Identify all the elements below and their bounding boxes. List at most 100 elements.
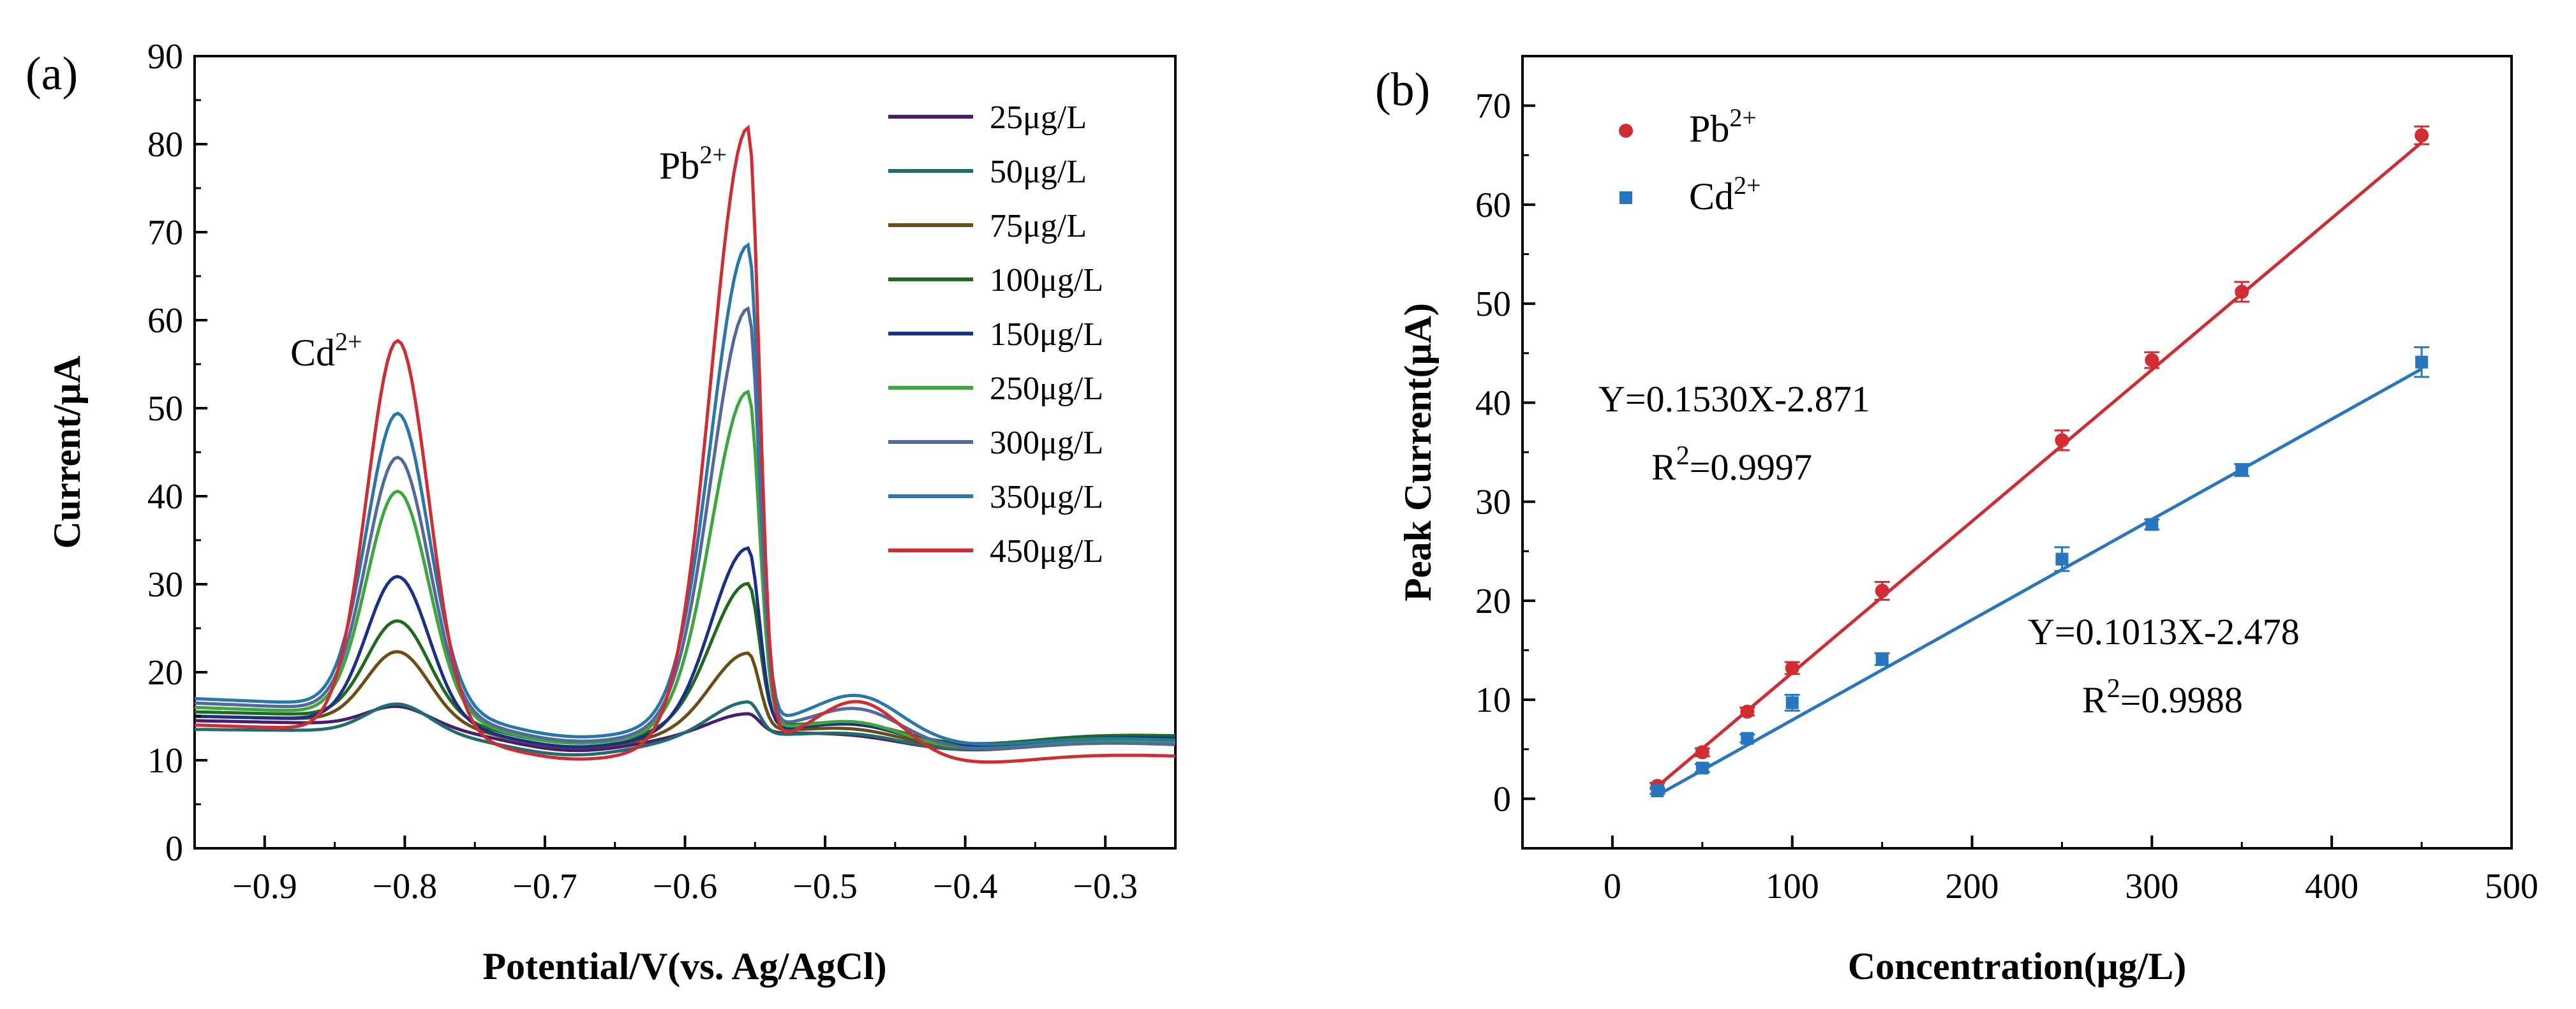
- fit-line-Cd: [1657, 367, 2423, 797]
- legend-label: 25μg/L: [990, 99, 1087, 136]
- cd-peak-annotation-sup: 2+: [335, 327, 362, 356]
- panel-a-legend: 25μg/L 50μg/L 75μg/L 100μg/L 150μg/L 250μg/L 3…: [888, 99, 1103, 570]
- a-y-tick-label: 30: [147, 565, 183, 605]
- point-Cd: [2055, 552, 2069, 566]
- pb-peak-annotation-sup: 2+: [699, 140, 727, 169]
- point-Cd: [1651, 784, 1664, 797]
- curve-450μg/L: [194, 124, 1176, 764]
- fit-line-Pb: [1656, 141, 2423, 788]
- point-Pb: [1740, 704, 1755, 719]
- panel-a-curves: [194, 124, 1176, 764]
- a-y-tick-label: 50: [147, 389, 183, 429]
- panel-b-points: [1649, 125, 2430, 797]
- cd-fit-r-squared: R2=0.9988: [2082, 674, 2243, 721]
- b-x-tick-label: 0: [1604, 867, 1621, 906]
- panel-b-fit-lines: [1656, 141, 2423, 797]
- point-Cd: [1741, 732, 1754, 745]
- legend-label: 50μg/L: [990, 154, 1087, 190]
- point-Pb: [2235, 284, 2249, 299]
- a-x-tick-label: −0.7: [512, 867, 577, 906]
- cd-peak-annotation-text: Cd: [290, 332, 335, 374]
- b-y-tick-label: 20: [1475, 582, 1511, 621]
- b-y-tick-label: 50: [1475, 284, 1511, 324]
- cd-fit-r-label: R: [2082, 679, 2107, 721]
- point-Cd: [1785, 696, 1799, 709]
- point-Pb: [2145, 353, 2159, 367]
- panel-b-x-ticks: 0 100 200 300 400 500: [1521, 836, 2538, 906]
- panel-b-x-axis-title: Concentration(μg/L): [1848, 945, 2187, 987]
- a-x-tick-label: −0.8: [373, 867, 438, 906]
- panel-a-y-axis-title: Current/μA: [46, 356, 88, 549]
- panel-a-x-ticks: −0.9 −0.8 −0.7 −0.6 −0.5 −0.4 −0.3: [193, 836, 1177, 906]
- curve-300μg/L: [194, 306, 1176, 751]
- pb-fit-equation: Y=0.1530X-2.871: [1598, 378, 1870, 420]
- b-x-tick-label: 300: [2125, 867, 2178, 906]
- cd-fit-r-sup: 2: [2107, 674, 2120, 703]
- panel-b-y-axis-title: Peak Current(μA): [1397, 303, 1439, 601]
- panel-b: (b) 0 100 200 300 400 500 0 10 20 30 40 50 60 70 Con…: [1375, 55, 2538, 987]
- pb-fit-r-sup: 2: [1676, 441, 1690, 471]
- b-y-tick-label: 30: [1475, 483, 1511, 522]
- legend-label: 300μg/L: [990, 425, 1103, 461]
- legend-label: 250μg/L: [990, 371, 1103, 407]
- b-y-tick-label: 0: [1493, 779, 1511, 819]
- panel-a-label: (a): [26, 48, 78, 100]
- legend-entry-pb: Pb2+: [1689, 103, 1757, 150]
- a-x-tick-label: −0.4: [933, 867, 998, 906]
- legend-entry-cd: Cd2+: [1689, 171, 1761, 217]
- pb-peak-annotation: Pb2+: [659, 140, 727, 187]
- pb-peak-annotation-text: Pb: [659, 145, 699, 187]
- point-Pb: [1875, 584, 1889, 598]
- point-Cd: [1695, 762, 1709, 775]
- pb-fit-r-value: =0.9997: [1690, 446, 1812, 488]
- point-Pb: [1785, 661, 1799, 675]
- legend-label: 100μg/L: [990, 262, 1103, 298]
- point-Pb: [2415, 128, 2429, 143]
- a-x-tick-label: −0.3: [1073, 867, 1138, 906]
- b-x-tick-label: 500: [2485, 867, 2538, 906]
- legend-marker-pb: [1619, 124, 1633, 138]
- b-x-tick-label: 200: [1946, 867, 1999, 906]
- b-x-tick-label: 100: [1766, 867, 1819, 906]
- point-Pb: [2055, 433, 2069, 448]
- pb-fit-r-squared: R2=0.9997: [1651, 441, 1812, 488]
- legend-label: 450μg/L: [990, 533, 1103, 570]
- panel-a: (a) −0.9 −0.8 −0.7 −0.6 −0.5 −0.4 −0.3 0 10 20 30…: [26, 37, 1177, 987]
- b-y-tick-label: 60: [1475, 186, 1511, 225]
- a-y-tick-label: 70: [147, 213, 183, 253]
- legend-label: 350μg/L: [990, 479, 1103, 515]
- legend-entry-pb-name: Pb: [1689, 108, 1729, 150]
- a-y-tick-label: 10: [147, 741, 183, 781]
- a-y-tick-label: 90: [147, 37, 183, 77]
- b-y-tick-label: 70: [1475, 87, 1511, 126]
- a-y-tick-label: 0: [165, 829, 183, 869]
- cd-fit-equation: Y=0.1013X-2.478: [2028, 611, 2300, 652]
- point-Pb: [1695, 745, 1709, 760]
- a-y-tick-label: 40: [147, 477, 183, 517]
- legend-entry-cd-sup: 2+: [1734, 171, 1761, 200]
- cd-fit-r-value: =0.9988: [2120, 679, 2243, 721]
- point-Cd: [2415, 355, 2429, 369]
- panel-a-y-ticks: 0 10 20 30 40 50 60 70 80 90: [147, 37, 207, 869]
- pb-fit-r-label: R: [1651, 446, 1676, 488]
- legend-entry-cd-name: Cd: [1689, 175, 1734, 217]
- panel-b-legend: Pb2+ Cd2+: [1619, 103, 1761, 217]
- b-y-tick-label: 40: [1475, 383, 1511, 423]
- point-Cd: [2145, 518, 2159, 531]
- legend-label: 150μg/L: [990, 316, 1103, 353]
- point-Cd: [2235, 463, 2249, 476]
- panel-b-y-ticks: 0 10 20 30 40 50 60 70: [1475, 55, 1535, 850]
- point-Cd: [1875, 652, 1889, 666]
- b-x-tick-label: 400: [2305, 867, 2358, 906]
- a-x-tick-label: −0.9: [232, 867, 297, 906]
- a-x-tick-label: −0.6: [653, 867, 718, 906]
- cd-peak-annotation: Cd2+: [290, 327, 362, 374]
- a-y-tick-label: 20: [147, 653, 183, 693]
- legend-marker-cd: [1619, 191, 1632, 204]
- a-y-tick-label: 80: [147, 125, 183, 165]
- legend-entry-pb-sup: 2+: [1729, 103, 1757, 132]
- b-y-tick-label: 10: [1475, 681, 1511, 720]
- panel-b-label: (b): [1375, 64, 1430, 116]
- a-x-tick-label: −0.5: [793, 867, 858, 906]
